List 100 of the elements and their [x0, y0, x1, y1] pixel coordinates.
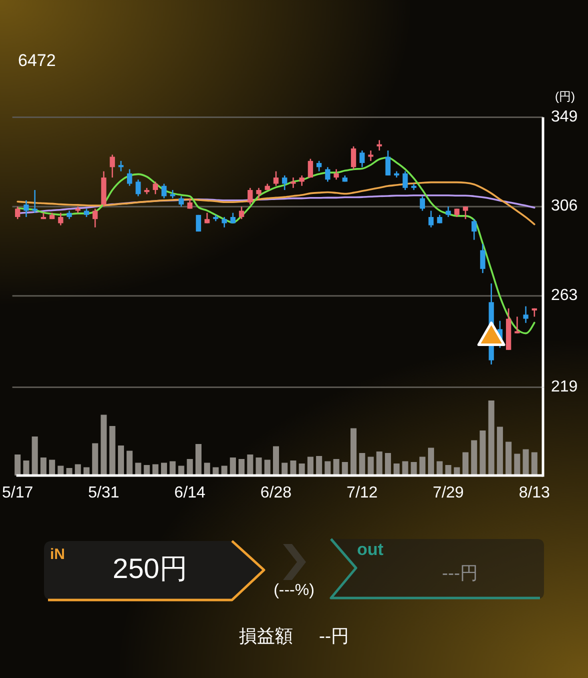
bar [290, 460, 296, 476]
candlestick [126, 168, 132, 186]
candlestick [350, 146, 356, 170]
bar [118, 446, 124, 476]
candlestick [480, 243, 486, 274]
candlestick [385, 150, 391, 176]
candlestick [118, 160, 124, 172]
bar [264, 460, 270, 476]
candlestick [170, 189, 176, 199]
bar [342, 462, 348, 476]
bar [238, 459, 245, 476]
y-tick-label: 306 [551, 198, 578, 215]
bar [40, 458, 46, 476]
x-tick-label: 5/17 [2, 484, 34, 502]
chart-title: 6472 [18, 51, 56, 70]
bar [135, 462, 142, 476]
bar [204, 462, 210, 476]
candlestick [178, 196, 184, 208]
x-tick-label: 6/14 [174, 484, 206, 502]
candlestick [24, 200, 29, 218]
text: (---%) [274, 582, 314, 600]
bar [178, 466, 184, 476]
bar [272, 446, 280, 476]
text: --円 [319, 626, 349, 646]
bar [376, 452, 382, 476]
bar [298, 464, 305, 476]
x-tick-label: 8/13 [518, 484, 550, 502]
candlestick [92, 208, 98, 228]
x-tick-label: 6/28 [260, 484, 292, 502]
bar [126, 450, 133, 476]
line-series [16, 156, 536, 334]
bar [368, 456, 374, 476]
candlestick [256, 187, 262, 199]
bar [247, 454, 254, 476]
text: iN [50, 546, 65, 563]
candlestick [308, 158, 314, 178]
x-tick-label: 5/31 [88, 484, 120, 502]
candlestick [462, 206, 468, 220]
candlestick [334, 168, 339, 180]
bar [109, 426, 116, 476]
bar [522, 449, 529, 476]
bar [496, 426, 503, 476]
text: 250円 [112, 553, 188, 584]
y-tick-label: 349 [551, 108, 578, 126]
bar [324, 461, 331, 476]
bar [514, 454, 520, 476]
y-tick-label: 219 [551, 378, 578, 396]
bar [428, 448, 434, 476]
bar [186, 459, 193, 476]
bar [92, 443, 98, 476]
bar [14, 454, 21, 476]
bar [316, 456, 322, 476]
bar [161, 462, 168, 476]
bar [445, 465, 452, 476]
candlestick [161, 183, 167, 199]
candlestick [222, 216, 227, 228]
candlestick [360, 150, 365, 168]
candlestick [290, 176, 296, 189]
bar [32, 436, 38, 476]
candlestick [238, 206, 244, 220]
bar [170, 461, 176, 476]
candlestick [110, 154, 115, 178]
bar [350, 428, 357, 476]
candlestick [472, 218, 477, 240]
candlestick [136, 178, 141, 197]
candlestick [282, 174, 288, 191]
bar [462, 452, 469, 476]
bar [402, 461, 408, 476]
bar [506, 442, 512, 476]
candlestick [402, 170, 408, 191]
candlestick [152, 181, 158, 195]
bar [100, 414, 107, 476]
bar [195, 444, 202, 476]
bar [436, 461, 443, 476]
bar [531, 452, 538, 476]
candlestick [376, 139, 382, 152]
bar [230, 458, 236, 476]
bar [256, 458, 262, 476]
x-tick-label: 7/12 [346, 484, 378, 502]
candlestick [428, 210, 434, 228]
candlestick [15, 206, 20, 220]
text: 損益額 [239, 626, 293, 646]
bar [384, 453, 391, 476]
bar [394, 464, 400, 476]
bar [333, 459, 340, 476]
candlestick [446, 206, 451, 218]
bar [23, 460, 30, 476]
candlestick [273, 170, 279, 186]
y-axis-title: (円) [555, 89, 575, 104]
candlestick [523, 306, 528, 324]
candlestick [316, 160, 322, 172]
bar [488, 400, 494, 476]
x-tick-label: 7/29 [432, 484, 464, 502]
bar [419, 456, 426, 476]
candlestick [32, 189, 38, 214]
bar [471, 440, 478, 476]
bar [282, 462, 288, 476]
candlestick [514, 316, 520, 334]
bar [410, 462, 417, 476]
candlestick [368, 150, 374, 162]
